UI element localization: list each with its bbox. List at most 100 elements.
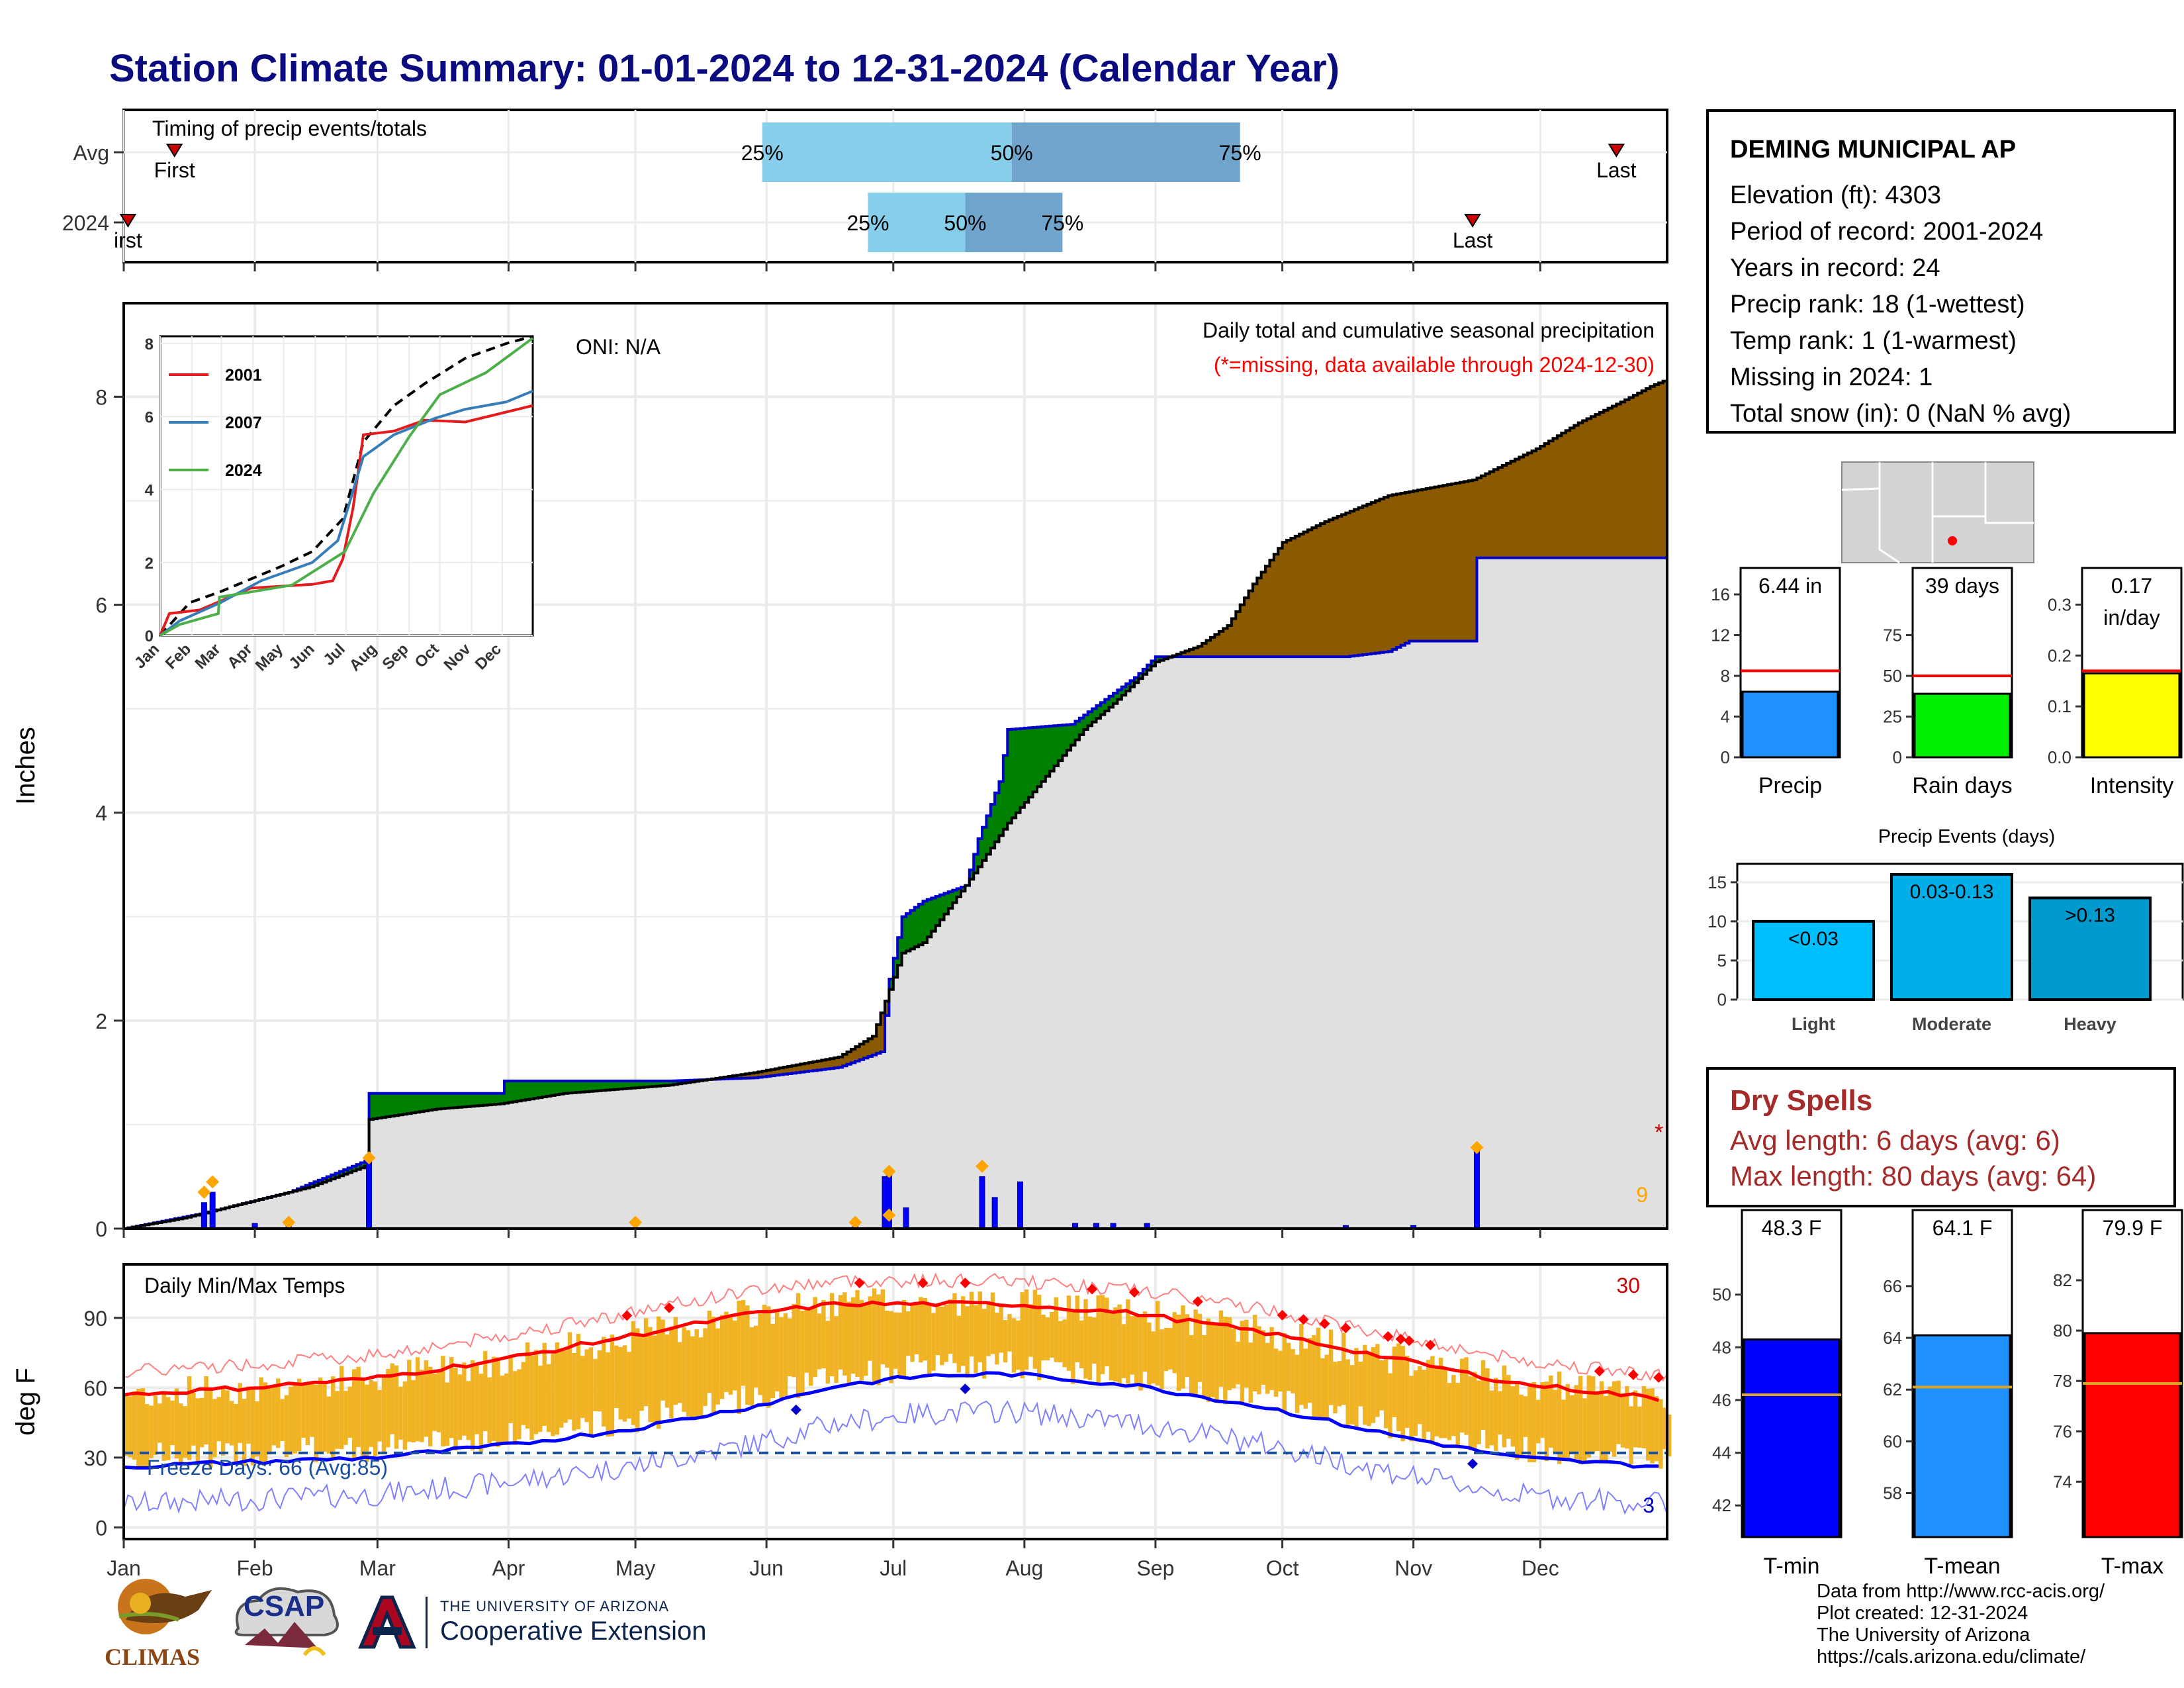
- precip-fill-base: [1117, 699, 1122, 1229]
- inset-ytick-label: 4: [145, 482, 154, 500]
- temp-daily-bar: [580, 1356, 585, 1419]
- precip-fill-diff: [517, 1080, 522, 1102]
- temp-bar-tick-label: 58: [1883, 1483, 1902, 1503]
- temp-daily-bar: [677, 1342, 682, 1403]
- temp-record-high-marker: [917, 1278, 929, 1289]
- precip-fill-base: [1582, 557, 1588, 1229]
- precip-fill-base: [1574, 557, 1579, 1229]
- temp-daily-bar: [1100, 1295, 1105, 1374]
- temp-daily-bar: [1447, 1383, 1452, 1440]
- temp-daily-bar: [1561, 1399, 1566, 1460]
- temp-avg-max-line: [123, 1300, 1659, 1402]
- precip-fill-base: [927, 937, 932, 1229]
- temp-daily-bar: [753, 1325, 758, 1387]
- precip-fill-diff: [910, 910, 915, 949]
- temp-daily-bar: [301, 1385, 306, 1438]
- precip-fill-base: [174, 1219, 179, 1229]
- precip-fill-base: [576, 1092, 581, 1229]
- precip-fill-diff: [1489, 471, 1494, 558]
- precip-fill-base: [1126, 690, 1131, 1229]
- precip-fill-diff: [1062, 725, 1068, 756]
- precip-fill-base: [381, 1117, 387, 1229]
- precip-fill-diff: [1519, 457, 1524, 558]
- temp-daily-bar: [347, 1386, 353, 1438]
- temp-daily-bar: [1007, 1314, 1012, 1352]
- temp-daily-bar: [694, 1329, 699, 1419]
- precip-fill-base: [974, 872, 979, 1229]
- precip-fill-base: [1100, 714, 1105, 1229]
- temp-daily-bar: [521, 1362, 525, 1425]
- precip-fill-base: [1494, 557, 1499, 1229]
- precip-fill-diff: [1540, 445, 1545, 558]
- precip-fill-diff: [846, 1051, 852, 1064]
- precip-fill-base: [521, 1100, 526, 1229]
- precip-fill-diff: [999, 781, 1004, 836]
- precip-fill-base: [593, 1091, 598, 1229]
- month-label: Oct: [1266, 1556, 1299, 1580]
- precip-fill-diff: [377, 1093, 383, 1119]
- temp-daily-bar: [1430, 1356, 1435, 1443]
- station-temp-rank: Temp rank: 1 (1-warmest): [1730, 327, 2017, 355]
- precip-daily-bar: [979, 1176, 985, 1229]
- precip-fill-base: [660, 1086, 666, 1229]
- precip-fill-base: [1236, 657, 1241, 1229]
- temp-daily-bar: [657, 1316, 661, 1429]
- precip-fill-diff: [462, 1093, 467, 1107]
- precip-fill-diff: [1514, 459, 1520, 558]
- precip-fill-base: [466, 1106, 471, 1229]
- precip-fill-diff: [919, 904, 924, 945]
- summary-bar-tick-label: 0: [1721, 747, 1730, 767]
- temp-daily-bar: [470, 1360, 475, 1451]
- temp-daily-bar: [648, 1327, 653, 1423]
- precip-fill-diff: [1608, 408, 1613, 558]
- temp-daily-bar: [1028, 1304, 1033, 1357]
- precip-fill-base: [800, 1072, 805, 1229]
- precip-fill-diff: [1236, 612, 1241, 657]
- precip-fill-diff: [1160, 657, 1165, 661]
- precip-fill-base: [1654, 557, 1659, 1229]
- temp-daily-bar: [1096, 1295, 1101, 1384]
- month-label: Aug: [1005, 1556, 1043, 1580]
- precip-fill-base: [335, 1177, 340, 1229]
- temp-daily-bar: [140, 1388, 145, 1467]
- events-bar-label: >0.13: [2065, 904, 2115, 926]
- temp-daily-bar: [487, 1377, 492, 1444]
- dry-spells-max: Max length: 80 days (avg: 64): [1730, 1160, 2097, 1192]
- events-title: Precip Events (days): [1878, 826, 2056, 847]
- temp-daily-bar: [398, 1386, 403, 1440]
- temp-daily-bar: [1299, 1323, 1304, 1405]
- precip-fill-diff: [682, 1080, 687, 1084]
- temp-daily-bar: [377, 1389, 382, 1442]
- temp-daily-bar: [995, 1313, 999, 1365]
- precip-fill-base: [1028, 797, 1034, 1229]
- precip-fill-base: [1231, 657, 1236, 1229]
- precip-fill-base: [1413, 641, 1418, 1229]
- precip-fill-diff: [648, 1080, 653, 1087]
- precip-fill-diff: [1197, 646, 1203, 657]
- temp-daily-bar: [1342, 1333, 1346, 1405]
- temp-daily-bar: [124, 1395, 128, 1456]
- precip-fill-base: [956, 896, 962, 1229]
- precip-fill-diff: [1261, 572, 1266, 657]
- precip-fill-diff: [1362, 506, 1367, 655]
- precip-fill-diff: [1269, 560, 1275, 657]
- temp-bar-tick-label: 46: [1712, 1390, 1731, 1410]
- precip-fill-diff: [1151, 661, 1156, 667]
- precip-fill-base: [1147, 670, 1152, 1229]
- precip-fill-diff: [339, 1171, 344, 1176]
- precip-fill-base: [158, 1223, 163, 1229]
- precip-fill-base: [779, 1074, 784, 1229]
- precip-fill-diff: [512, 1080, 518, 1102]
- precip-fill-base: [153, 1223, 158, 1229]
- precip-fill-diff: [1079, 718, 1084, 735]
- precip-fill-diff: [496, 1093, 501, 1105]
- precip-fill-diff: [1185, 651, 1190, 657]
- precip-fill-diff: [1371, 502, 1376, 654]
- temp-daily-bar: [1227, 1317, 1232, 1391]
- temp-daily-bar: [242, 1399, 247, 1466]
- precip-fill-base: [1265, 657, 1271, 1229]
- temp-record-high-marker: [1383, 1331, 1394, 1342]
- precip-avg-line: [124, 556, 1667, 1230]
- precip-fill-diff: [1565, 430, 1570, 558]
- precip-fill-diff: [1248, 590, 1253, 657]
